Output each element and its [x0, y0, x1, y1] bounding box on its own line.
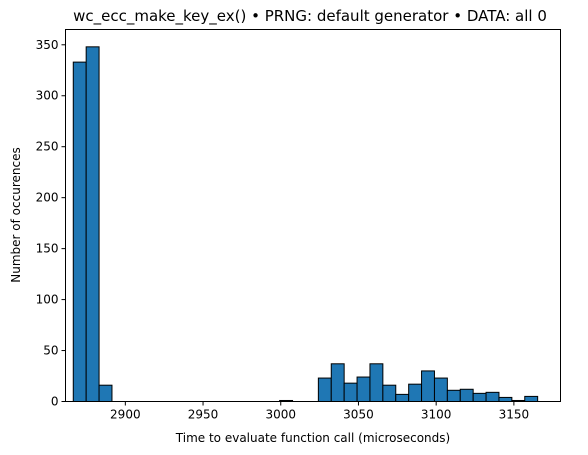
y-axis-label: Number of occurences	[9, 147, 23, 282]
histogram-bar-21	[343, 382, 358, 402]
x-tick-label: 2950	[188, 408, 219, 422]
y-axis-ticks: 0 50 100 150 200 250 300 350	[36, 38, 66, 409]
histogram-bar-20	[330, 363, 345, 403]
x-tick-label: 3050	[343, 408, 374, 422]
histogram-bar-30	[459, 388, 474, 402]
plot-frame	[65, 29, 561, 402]
histogram-bar-22	[356, 376, 371, 403]
histogram-bar-29	[446, 389, 461, 403]
y-tick-label: 150	[36, 242, 59, 256]
y-tick-label: 100	[36, 293, 59, 307]
x-axis-ticks: 2900 2950 3000 3050 3100 3150	[110, 401, 530, 422]
x-tick-label: 3000	[265, 408, 296, 422]
histogram-bar-31	[472, 392, 487, 403]
y-tick-label: 50	[43, 344, 58, 358]
histogram-bar-28	[433, 377, 448, 402]
histogram-bar-24	[382, 384, 397, 403]
histogram-bar-0	[72, 61, 87, 403]
histogram-bar-2	[98, 384, 113, 403]
histogram-bar-33	[498, 396, 513, 403]
histogram-bar-26	[408, 383, 423, 403]
y-tick-label: 0	[51, 395, 59, 409]
x-tick-label: 3100	[421, 408, 452, 422]
y-tick-label: 200	[36, 191, 59, 205]
histogram-bar-25	[395, 393, 410, 402]
histogram-bar-35	[524, 395, 539, 402]
y-tick-label: 300	[36, 89, 59, 103]
histogram-bar-23	[369, 363, 384, 403]
histogram-bars	[72, 46, 539, 403]
x-axis-label: Time to evaluate function call (microsec…	[175, 431, 450, 445]
y-tick-label: 250	[36, 140, 59, 154]
x-tick-label: 3150	[499, 408, 530, 422]
y-tick-label: 350	[36, 38, 59, 52]
histogram-bar-1	[85, 46, 100, 403]
histogram-bar-27	[421, 370, 435, 403]
x-tick-label: 2900	[110, 408, 141, 422]
chart-title: wc_ecc_make_key_ex() • PRNG: default gen…	[73, 7, 547, 26]
histogram-bar-19	[317, 377, 332, 402]
histogram-bar-32	[485, 391, 500, 402]
